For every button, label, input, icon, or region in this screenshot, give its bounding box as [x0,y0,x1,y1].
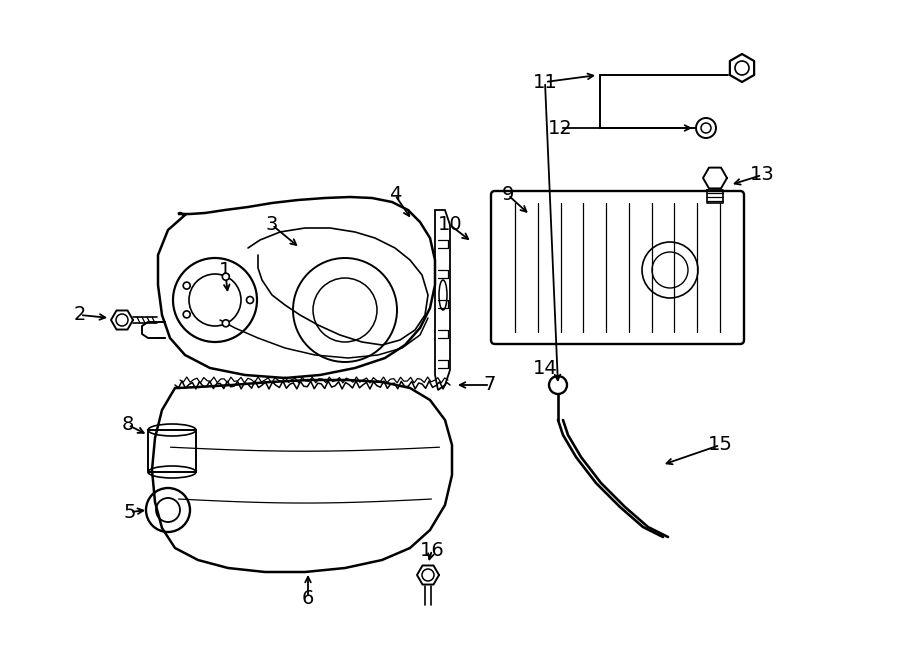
Text: 7: 7 [484,375,496,395]
Text: 8: 8 [122,416,134,434]
Text: 14: 14 [533,358,557,377]
Text: 1: 1 [219,260,231,280]
Text: 15: 15 [707,436,733,455]
Text: 13: 13 [750,165,774,184]
Text: 4: 4 [389,186,401,204]
Text: 2: 2 [74,305,86,325]
Text: 16: 16 [419,541,445,559]
Text: 3: 3 [266,215,278,235]
Circle shape [247,297,254,303]
Circle shape [184,311,190,318]
Text: 6: 6 [302,588,314,607]
Text: 12: 12 [547,118,572,137]
Text: 9: 9 [502,186,514,204]
Circle shape [222,320,230,327]
Text: 11: 11 [533,73,557,91]
Circle shape [222,273,230,280]
Circle shape [184,282,190,289]
Text: 5: 5 [124,502,136,522]
Text: 10: 10 [437,215,463,235]
